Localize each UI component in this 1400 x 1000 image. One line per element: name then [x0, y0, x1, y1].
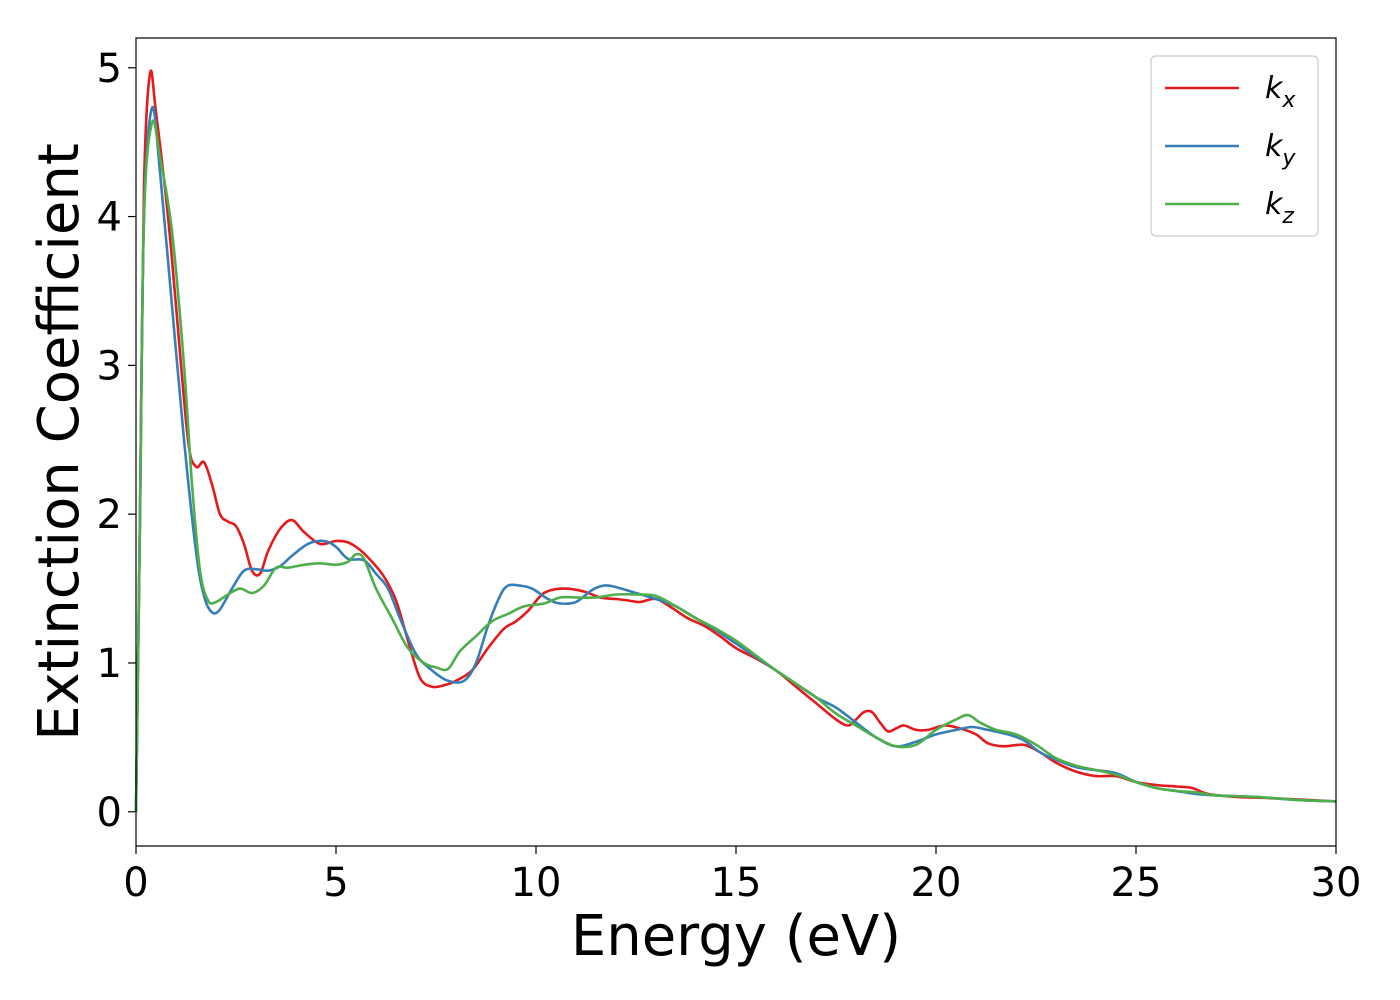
series-line-kz — [134, 119, 1337, 812]
x-tick-label: 30 — [1311, 860, 1362, 906]
series-layer — [134, 69, 1337, 812]
y-tick-label: 5 — [97, 46, 122, 92]
legend-label-kx: kx — [1265, 71, 1296, 113]
x-tick-label: 15 — [711, 860, 762, 906]
x-tick-label: 10 — [511, 860, 562, 906]
y-axis: 0 1 2 3 4 5 — [97, 46, 136, 836]
y-axis-title: Extinction Coefficient — [27, 143, 92, 741]
legend-label-main: k — [1265, 129, 1284, 164]
x-tick-label: 0 — [123, 860, 148, 906]
y-tick-label: 2 — [97, 492, 122, 538]
legend-label-subscript: z — [1281, 204, 1294, 229]
y-tick-label: 3 — [97, 343, 122, 389]
legend-label-ky: ky — [1265, 129, 1296, 171]
legend-label-main: k — [1265, 71, 1284, 106]
legend-label-subscript: x — [1281, 88, 1296, 113]
y-tick-label: 0 — [97, 790, 122, 836]
legend-label-main: k — [1265, 187, 1284, 222]
y-tick-label: 1 — [97, 641, 122, 687]
x-tick-label: 20 — [911, 860, 962, 906]
x-tick-label: 5 — [323, 860, 348, 906]
x-tick-label: 25 — [1111, 860, 1162, 906]
legend-label-kz: kz — [1265, 187, 1294, 229]
x-axis: 0 5 10 15 20 25 30 — [123, 846, 1361, 906]
legend-label-subscript: y — [1281, 146, 1296, 171]
x-axis-title: Energy (eV) — [571, 904, 901, 969]
y-tick-label: 4 — [97, 195, 122, 241]
